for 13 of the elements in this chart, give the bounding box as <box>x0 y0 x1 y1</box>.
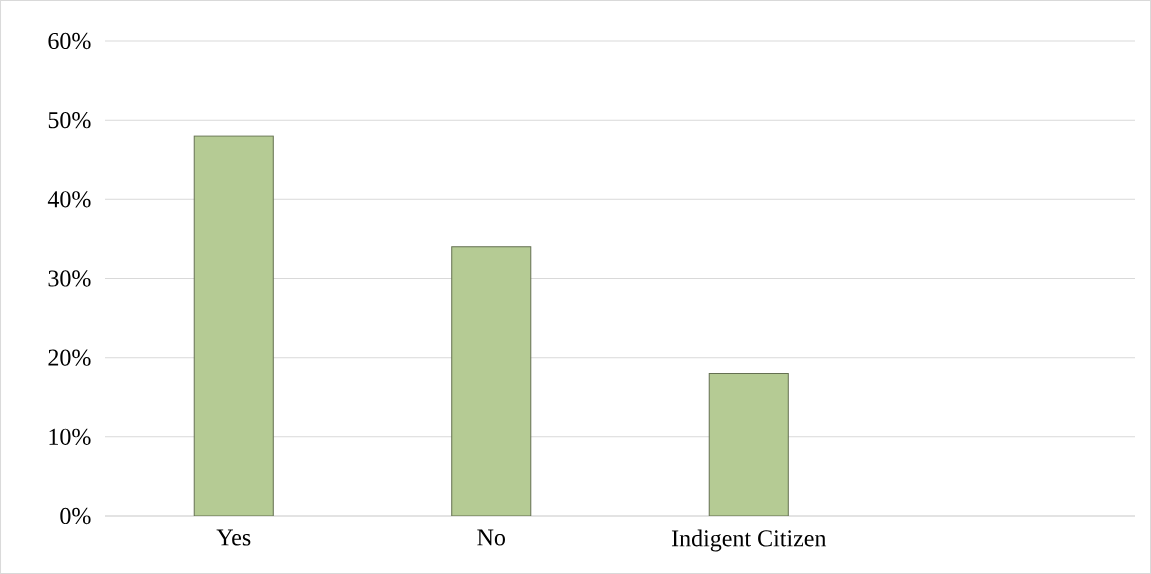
bar <box>451 246 532 516</box>
x-tick-label: Yes <box>216 529 251 546</box>
x-tick-label: Indigent Citizen <box>671 529 827 552</box>
y-tick-label: 20% <box>48 349 91 366</box>
y-tick-label: 50% <box>48 112 91 129</box>
y-tick-label: 40% <box>47 191 91 208</box>
x-tick-label: No <box>477 529 505 546</box>
y-tick-label: 60% <box>48 32 91 50</box>
y-tick-label: 0% <box>60 507 91 525</box>
y-tick-label: 30% <box>48 270 91 287</box>
y-tick-label: 10% <box>49 428 91 445</box>
bar <box>193 135 274 516</box>
bar <box>708 373 789 516</box>
